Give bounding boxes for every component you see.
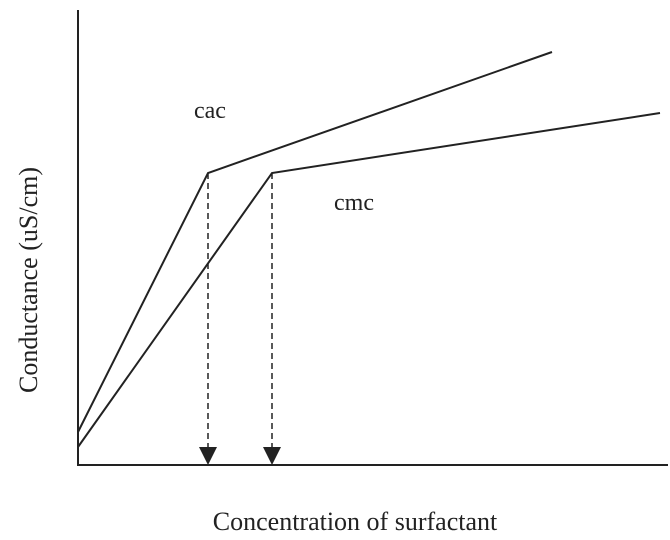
annotation: cmc [334,190,374,216]
series-line [77,51,553,433]
series-line [77,112,661,448]
y-axis-label: Conductance (uS/cm) [14,167,43,393]
annotation: cac [194,98,226,124]
x-axis-label: Concentration of surfactant [213,507,498,536]
drop-arrow [199,447,217,465]
drop-arrow [263,447,281,465]
